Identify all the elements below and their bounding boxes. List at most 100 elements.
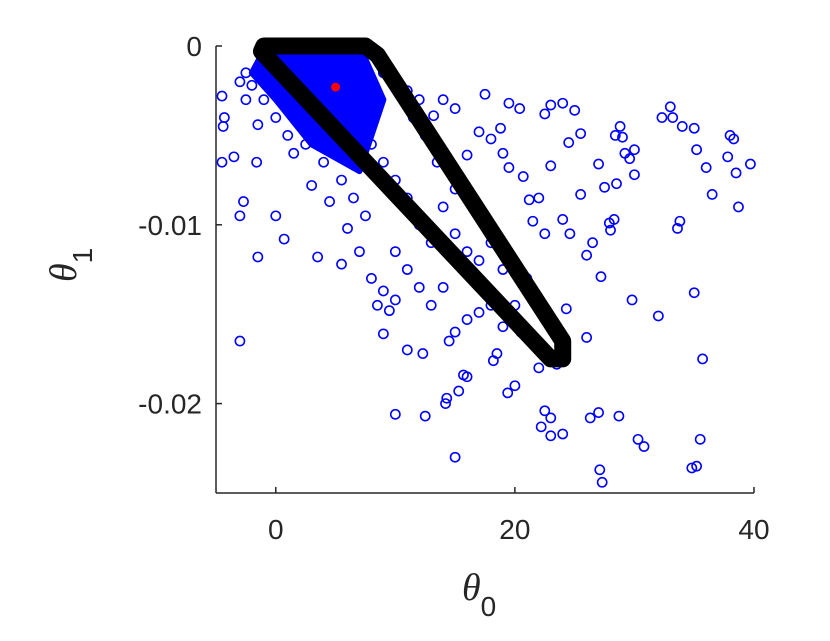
point: [700, 162, 712, 173]
point: [557, 97, 569, 109]
point: [656, 112, 668, 123]
point: [672, 222, 683, 234]
point: [288, 147, 300, 159]
point: [614, 121, 626, 132]
point: [609, 129, 621, 141]
point: [258, 94, 270, 106]
point: [728, 133, 740, 145]
point: [694, 433, 706, 445]
y-tick-label: -0.01: [138, 210, 202, 241]
point: [324, 196, 335, 207]
point: [252, 119, 264, 131]
point: [371, 299, 383, 311]
point: [545, 412, 557, 424]
point: [527, 215, 539, 227]
point: [503, 97, 515, 109]
point: [503, 162, 515, 173]
y-tick-label: -0.02: [138, 389, 202, 420]
point: [461, 246, 473, 258]
point: [539, 228, 551, 240]
point: [564, 228, 576, 240]
point: [545, 160, 557, 172]
point: [300, 138, 312, 150]
point: [389, 246, 401, 258]
point: [688, 122, 700, 134]
point: [282, 129, 294, 141]
point: [251, 156, 263, 168]
point: [441, 392, 453, 404]
point: [360, 210, 371, 222]
point: [575, 189, 587, 200]
point: [517, 171, 529, 182]
point: [461, 314, 473, 325]
point: [318, 156, 329, 168]
point: [217, 121, 229, 132]
y-axis-label: θ1: [43, 248, 98, 282]
point: [417, 348, 429, 359]
point: [745, 158, 756, 170]
point: [587, 237, 598, 249]
point: [479, 88, 491, 100]
point: [473, 307, 485, 318]
point: [557, 428, 569, 440]
point: [366, 273, 377, 284]
x-tick-label: 20: [499, 514, 530, 545]
point: [581, 249, 593, 261]
point: [440, 398, 451, 409]
point: [594, 464, 606, 476]
point: [377, 285, 389, 297]
point: [533, 192, 545, 204]
hull: [252, 37, 572, 368]
point: [240, 67, 252, 79]
point: [336, 174, 347, 186]
point: [605, 224, 616, 236]
point: [377, 156, 389, 168]
point: [632, 433, 644, 445]
point: [216, 90, 228, 102]
point: [246, 79, 258, 91]
point: [686, 462, 698, 474]
point: [453, 385, 465, 397]
x-axis-label: θ0: [462, 567, 496, 622]
point: [238, 196, 249, 207]
point: [473, 255, 485, 266]
x-tick-label: 40: [738, 514, 769, 545]
point: [629, 169, 640, 181]
point: [533, 362, 545, 374]
point: [613, 410, 625, 422]
point: [278, 233, 290, 245]
point: [306, 180, 318, 191]
point: [312, 251, 324, 263]
point: [575, 128, 587, 140]
point: [691, 460, 703, 472]
point: [389, 408, 401, 420]
highlight-point: [331, 82, 341, 92]
point: [535, 421, 547, 433]
point: [545, 99, 557, 111]
point: [596, 476, 608, 488]
point: [377, 328, 389, 340]
point: [523, 194, 535, 206]
y-tick-label: 0: [186, 31, 202, 62]
point: [497, 321, 509, 333]
point: [619, 147, 631, 159]
point: [667, 112, 679, 123]
point: [638, 441, 650, 452]
point: [218, 112, 230, 123]
point: [593, 158, 604, 170]
point: [354, 246, 365, 258]
point: [664, 101, 676, 113]
point: [449, 228, 461, 240]
point: [449, 451, 461, 463]
point: [724, 129, 736, 141]
point: [599, 181, 610, 193]
point: [495, 122, 506, 134]
point: [401, 344, 413, 356]
point: [509, 380, 521, 392]
point: [336, 258, 347, 270]
point: [240, 94, 252, 106]
point: [691, 144, 703, 156]
point: [514, 103, 526, 114]
point: [461, 371, 473, 383]
point: [557, 214, 569, 225]
